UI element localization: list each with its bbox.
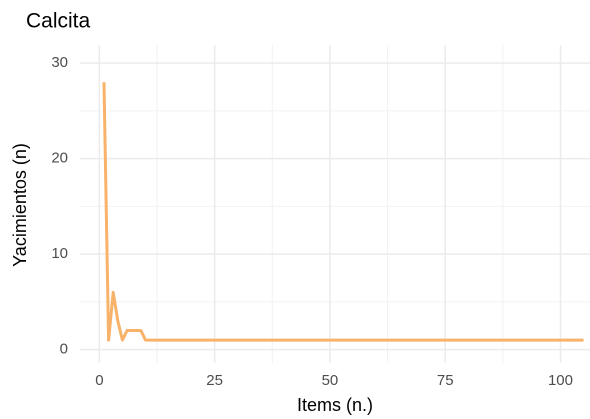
chart-title: Calcita <box>26 10 91 33</box>
y-tick-label: 0 <box>60 341 68 358</box>
x-axis-label: Items (n.) <box>297 395 373 415</box>
y-tick-label: 10 <box>51 245 68 262</box>
y-tick-label: 20 <box>51 150 68 167</box>
x-tick-label: 0 <box>95 372 103 389</box>
x-tick-label: 100 <box>548 372 573 389</box>
y-axis-label: Yacimientos (n) <box>10 143 30 267</box>
x-tick-label: 50 <box>322 372 339 389</box>
x-tick-label: 25 <box>206 372 223 389</box>
line <box>102 82 584 342</box>
y-tick-label: 30 <box>51 54 68 71</box>
x-tick-label: 75 <box>437 372 454 389</box>
